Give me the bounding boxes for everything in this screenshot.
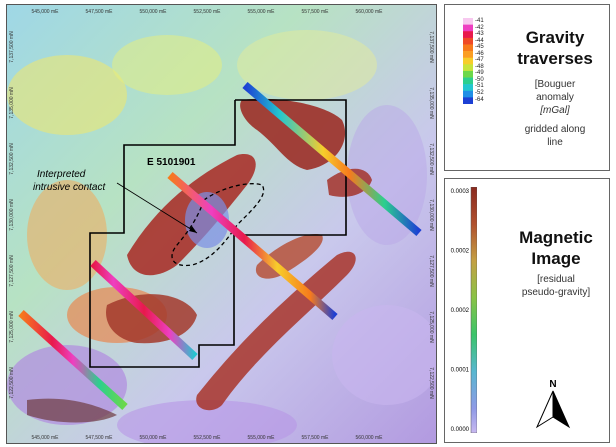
left-tick-label: 7,132,500 mN	[9, 143, 15, 175]
annotation-text-2: intrusive contact	[33, 182, 106, 193]
left-tick-label: 7,122,500 mN	[9, 367, 15, 399]
gravity-legend: -41 -42 -43 -44 -45 -46 -47 -48 -49 -50 -51 -52 -64 …	[444, 4, 610, 171]
gravity-swatch	[463, 90, 473, 98]
gravity-swatch	[463, 37, 473, 45]
bottom-tick-label: 547,500 mE	[86, 435, 114, 441]
gravity-sub-5: line	[547, 137, 563, 148]
magnetic-title: Magnetic Image	[503, 227, 609, 269]
left-tick-label: 7,137,500 mN	[9, 31, 15, 63]
top-tick-label: 552,500 mE	[194, 9, 222, 15]
top-tick-label: 557,500 mE	[302, 9, 330, 15]
gravity-scale-value: -51	[475, 83, 484, 90]
gravity-swatch	[463, 84, 473, 92]
gravity-traverse-4	[18, 310, 128, 410]
magnetic-scale-value: 0.0001	[451, 368, 470, 374]
gravity-scale-value: -64	[475, 96, 484, 103]
gravity-scale-value: -46	[475, 50, 484, 57]
annotation-text-1: Interpreted	[37, 169, 86, 180]
top-tick-label: 547,500 mE	[86, 9, 114, 15]
gravity-title: Gravity traverses	[503, 27, 607, 69]
gravity-scale-value: -49	[475, 70, 484, 77]
gravity-traverse-3	[90, 260, 198, 360]
gravity-scale-value: -43	[475, 31, 484, 38]
top-tick-label: 555,000 mE	[248, 9, 276, 15]
gravity-traverse-1	[242, 81, 422, 237]
right-tick-label: 7,122,500 mN	[428, 367, 434, 399]
magnetic-scale-value: 0.0003	[451, 189, 470, 195]
bottom-tick-label: 555,000 mE	[248, 435, 276, 441]
bottom-tick-label: 557,500 mE	[302, 435, 330, 441]
left-axis-ticks: 7,137,500 mN 7,135,000 mN 7,132,500 mN 7,13…	[9, 31, 15, 399]
gravity-swatch	[463, 51, 473, 58]
gravity-scale-value: -52	[475, 90, 484, 97]
right-tick-label: 7,132,500 mN	[428, 143, 434, 175]
gravity-swatch	[463, 70, 473, 78]
magnetic-gradient-bar	[470, 187, 477, 433]
bottom-tick-label: 560,000 mE	[356, 435, 384, 441]
gravity-title-line2: traverses	[517, 49, 593, 68]
gravity-scale-value: -48	[475, 63, 484, 70]
bottom-tick-label: 545,000 mE	[32, 435, 60, 441]
left-tick-label: 7,130,000 mN	[9, 199, 15, 231]
gravity-scale-value: -45	[475, 44, 484, 51]
gravity-swatch	[463, 64, 473, 72]
right-tick-label: 7,130,000 mN	[428, 199, 434, 231]
magnetic-sub-1: [residual	[537, 274, 575, 285]
magnetic-scale-value: 0.0002	[451, 249, 470, 255]
bottom-axis-ticks: 545,000 mE 547,500 mE 550,000 mE 552,500 mE…	[32, 435, 384, 441]
gravity-swatch	[463, 57, 473, 65]
magnetic-title-line2: Image	[531, 249, 581, 268]
left-tick-label: 7,127,500 mN	[9, 255, 15, 287]
intrusive-contact-outline	[171, 183, 265, 267]
magnetic-sub-2: pseudo-gravity]	[521, 287, 591, 298]
gravity-subtitle: [Bouguer anomaly [mGal] gridded along li…	[507, 78, 603, 149]
gravity-traverse-2	[167, 171, 338, 321]
right-tick-label: 7,127,500 mN	[428, 255, 434, 287]
drill-hole-label: E 5101901	[147, 157, 196, 168]
top-tick-label: 550,000 mE	[140, 9, 168, 15]
magnetic-map: E 5101901 Interpreted intrusive contact …	[6, 4, 437, 444]
right-tick-label: 7,125,000 mN	[428, 311, 434, 343]
gravity-sub-3: [mGal]	[540, 105, 570, 116]
magnetic-subtitle: [residual pseudo-gravity]	[503, 273, 609, 299]
gravity-title-line1: Gravity	[525, 28, 585, 47]
left-tick-label: 7,135,000 mN	[9, 87, 15, 119]
north-label: N	[549, 379, 556, 390]
top-tick-label: 560,000 mE	[356, 9, 384, 15]
gravity-swatch	[463, 24, 473, 32]
right-tick-label: 7,135,000 mN	[428, 87, 434, 119]
gravity-scale-value: -42	[475, 24, 484, 31]
gravity-swatch	[463, 77, 473, 85]
gravity-sub-4: gridded along	[524, 124, 586, 135]
gravity-scale-value: -50	[475, 76, 484, 83]
gravity-swatch	[463, 44, 473, 52]
gravity-scale-value: -47	[475, 57, 484, 64]
gravity-swatch	[463, 31, 473, 39]
magnetic-legend: 0.0003 0.0002 0.0002 0.0001 0.0000 Magnetic …	[444, 178, 610, 443]
right-tick-label: 7,137,500 mN	[428, 31, 434, 63]
top-axis-ticks: 545,000 mE 547,500 mE 550,000 mE 552,500 mE…	[32, 9, 384, 15]
bottom-tick-label: 550,000 mE	[140, 435, 168, 441]
tenement-boundary	[89, 99, 347, 368]
gravity-scale-value: -41	[475, 18, 484, 24]
gravity-swatch	[463, 18, 473, 25]
magnetic-scale-value: 0.0000	[451, 427, 470, 433]
right-axis-ticks: 7,137,500 mN 7,135,000 mN 7,132,500 mN 7,13…	[428, 31, 434, 399]
gravity-sub-2: anomaly	[536, 92, 574, 103]
gravity-scale-value: -44	[475, 37, 484, 44]
gravity-colour-bar	[463, 18, 473, 104]
magnetic-scale-value: 0.0002	[451, 308, 470, 314]
gravity-scale-labels: -41 -42 -43 -44 -45 -46 -47 -48 -49 -50 -51 -52 -64	[475, 18, 484, 103]
top-tick-label: 545,000 mE	[32, 9, 60, 15]
bottom-tick-label: 552,500 mE	[194, 435, 222, 441]
gravity-swatch	[463, 97, 473, 104]
magnetic-colour-bar: 0.0003 0.0002 0.0002 0.0001 0.0000	[451, 187, 477, 433]
north-arrow-icon: N	[535, 379, 571, 429]
annotation-arrow	[116, 182, 198, 234]
left-tick-label: 7,125,000 mN	[9, 311, 15, 343]
gravity-sub-1: [Bouguer	[534, 79, 576, 90]
map-canvas: E 5101901 Interpreted intrusive contact …	[7, 5, 436, 443]
magnetic-title-line1: Magnetic	[519, 228, 593, 247]
